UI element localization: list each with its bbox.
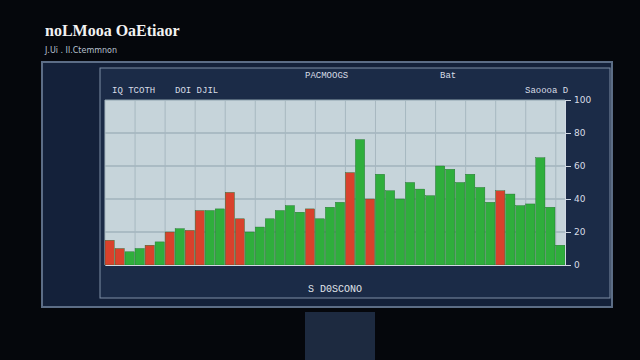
bar (205, 211, 214, 265)
y-tick-label: 40 (574, 194, 586, 204)
bar (105, 240, 114, 265)
annotation: Bat (440, 71, 456, 81)
y-tick: 40 (565, 194, 586, 204)
y-tick: 0 (565, 260, 580, 270)
bar (536, 158, 545, 265)
bar (355, 140, 364, 265)
bar (155, 242, 164, 265)
bar (456, 183, 465, 266)
y-tick: 60 (565, 161, 586, 171)
y-tick-label: 20 (574, 227, 586, 237)
bar (325, 207, 334, 265)
bars (105, 140, 565, 265)
bar (396, 199, 405, 265)
bar (125, 252, 134, 265)
y-tick-label: 100 (574, 95, 591, 105)
bar (195, 211, 204, 265)
bar (556, 245, 565, 265)
bar (516, 206, 525, 265)
chart-svg: noLMooa OaEtiaor J.Ui . Il.Ctemmnon IQ TCO… (0, 0, 640, 360)
bar (245, 232, 254, 265)
bar (235, 219, 244, 265)
y-tick-label: 0 (574, 260, 580, 270)
bar (225, 192, 234, 265)
bar (165, 232, 174, 265)
bar (145, 245, 154, 265)
y-tick-mark (565, 100, 571, 101)
y-tick-label: 60 (574, 161, 586, 171)
x-axis (106, 265, 566, 267)
bar (135, 249, 144, 266)
bar (506, 194, 515, 265)
bar (295, 212, 304, 265)
title: noLMooa OaEtiaor (45, 22, 180, 39)
bar (436, 166, 445, 265)
bar (115, 249, 124, 266)
bar (315, 219, 324, 265)
y-tick-mark (565, 265, 571, 266)
annotation: IQ TCOTH (112, 86, 155, 96)
bar (496, 191, 505, 265)
y-tick-label: 80 (574, 128, 586, 138)
plot-background (105, 100, 565, 265)
bar (476, 187, 485, 265)
column-line (555, 100, 556, 265)
grid (105, 100, 565, 265)
bar (275, 211, 284, 265)
y-tick: 80 (565, 128, 586, 138)
y-axis-line (566, 101, 572, 266)
x-axis-title: S D0SCONO (308, 284, 362, 295)
x-axis-line (106, 265, 566, 266)
bar (426, 196, 435, 265)
bar (285, 206, 294, 265)
annotation: DOI DJIL (175, 86, 218, 96)
bar (446, 169, 455, 265)
y-axis: 0 20 40 60 80 100 (565, 95, 591, 270)
bar (486, 202, 495, 265)
column-line (135, 100, 136, 265)
bar (185, 230, 194, 265)
annotation: Saoooa D (525, 86, 568, 96)
annotation: PACMOOGS (305, 71, 348, 81)
bar (416, 189, 425, 265)
bar (526, 204, 535, 265)
y-tick-mark (565, 199, 571, 200)
bar (255, 227, 264, 265)
bar (406, 183, 415, 266)
bar (305, 209, 314, 265)
monitor-stand (305, 312, 375, 360)
y-tick: 20 (565, 227, 586, 237)
bar (375, 174, 384, 265)
bar (335, 202, 344, 265)
y-tick-mark (565, 133, 571, 134)
y-tick-mark (565, 232, 571, 233)
bar (365, 199, 374, 265)
subtitle: J.Ui . Il.Ctemmnon (44, 46, 117, 55)
bar (265, 219, 274, 265)
bar (175, 229, 184, 265)
bar (385, 191, 394, 265)
bar (345, 173, 354, 265)
monitor-screen (42, 62, 612, 307)
y-tick: 100 (565, 95, 591, 105)
bar (546, 207, 555, 265)
y-tick-mark (565, 166, 571, 167)
bar (215, 209, 224, 265)
plot-panel (100, 68, 610, 298)
bar (466, 174, 475, 265)
